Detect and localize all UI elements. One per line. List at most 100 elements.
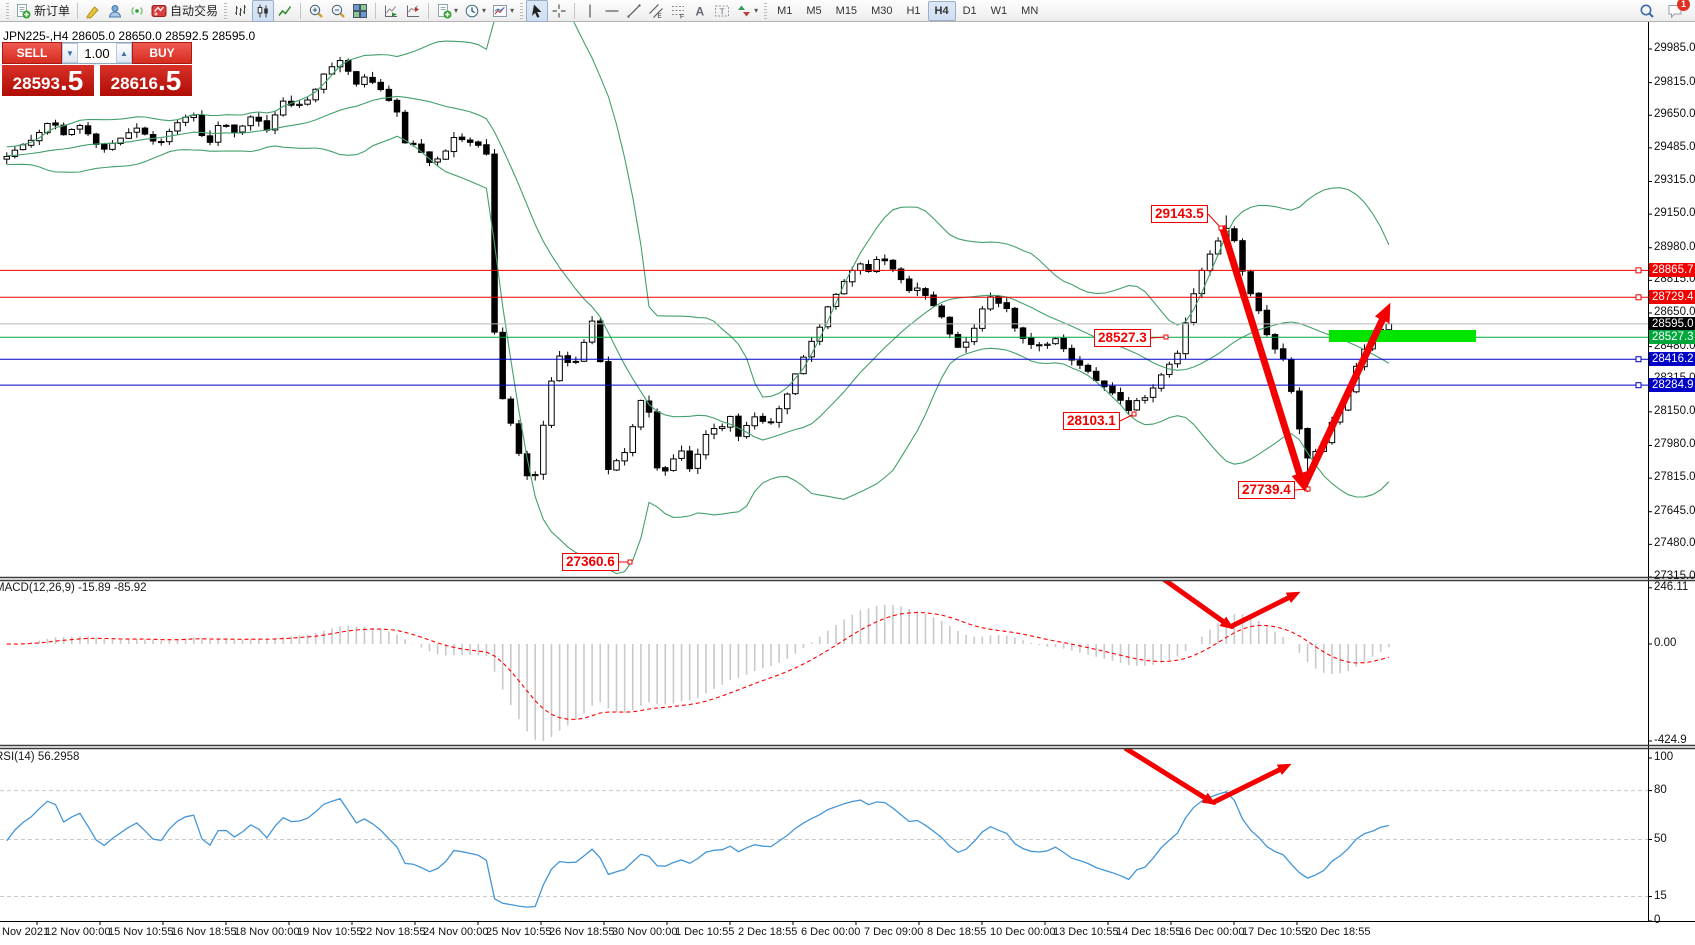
volume-input[interactable]: 1.00 xyxy=(84,45,110,61)
sell-button[interactable]: SELL xyxy=(2,42,62,64)
chart-shift-icon[interactable] xyxy=(402,0,424,22)
time-axis-label: 8 Dec 18:55 xyxy=(927,926,987,938)
crosshair-icon-glyph xyxy=(552,4,566,17)
trendline-icon[interactable] xyxy=(623,0,645,22)
periods-icon-dropdown[interactable]: ▾ xyxy=(482,6,487,15)
one-click-trading-panel: SELL ▼ 1.00 ▲ BUY 28593.5 28616.5 xyxy=(2,42,192,96)
buy-price[interactable]: 28616.5 xyxy=(100,65,192,96)
svg-text:A: A xyxy=(696,4,705,18)
price-axis-tick: 29985.0 xyxy=(1654,42,1695,54)
time-axis-label: 1 Dec 10:55 xyxy=(675,926,735,938)
bar-chart-icon-glyph xyxy=(235,4,247,16)
signals-icon[interactable] xyxy=(126,0,148,22)
new-chart-icon[interactable]: ▾ xyxy=(433,0,461,22)
chart-shift-icon-glyph xyxy=(407,5,420,17)
line-chart-icon-glyph xyxy=(278,5,292,16)
timeframe-d1-button[interactable]: D1 xyxy=(962,4,977,17)
timeframe-m1-button[interactable]: M1 xyxy=(777,4,793,17)
horizontal-line-icon-glyph xyxy=(605,9,619,12)
tile-windows-icon-glyph xyxy=(353,3,368,18)
price-line-label: 28865.7 xyxy=(1649,263,1695,278)
arrows-icon-glyph xyxy=(738,5,751,16)
zoom-out-icon-glyph xyxy=(331,4,345,18)
timeframe-h4-button[interactable]: H4 xyxy=(927,0,956,21)
chart-title: JPN225-,H4 28605.0 28650.0 28592.5 28595… xyxy=(3,29,256,43)
templates-icon-dropdown[interactable]: ▾ xyxy=(510,6,515,15)
rsi-axis-tick: 100 xyxy=(1654,751,1674,763)
time-axis-label: 16 Dec 00:00 xyxy=(1179,926,1245,938)
price-axis-tick: 27315.0 xyxy=(1654,569,1695,582)
profiles-icon[interactable] xyxy=(104,0,126,22)
price-annotation[interactable]: 27360.6 xyxy=(562,553,619,571)
price-annotation[interactable]: 29143.5 xyxy=(1151,205,1208,223)
rsi-axis-tick: 15 xyxy=(1654,889,1667,902)
bar-chart-icon[interactable] xyxy=(230,0,252,22)
buy-button[interactable]: BUY xyxy=(132,42,192,64)
vertical-line-icon-glyph xyxy=(589,4,591,17)
channel-icon[interactable]: E xyxy=(645,0,667,22)
text-icon[interactable]: A xyxy=(689,0,711,22)
new-chart-icon-dropdown[interactable]: ▾ xyxy=(454,6,459,15)
time-axis-label: 12 Nov 00:00 xyxy=(45,926,111,938)
auto-scroll-icon[interactable] xyxy=(380,0,402,22)
price-annotation[interactable]: 27739.4 xyxy=(1238,481,1295,499)
timeframe-mn-button[interactable]: MN xyxy=(1021,4,1039,17)
autotrade-glyph xyxy=(151,4,167,17)
volume-increase-button[interactable]: ▲ xyxy=(116,43,132,63)
candle-chart-icon-glyph xyxy=(257,4,268,17)
arrows-icon[interactable]: ▾ xyxy=(733,0,761,22)
time-axis-label: 25 Nov 10:55 xyxy=(486,926,552,938)
new-order-glyph xyxy=(17,3,31,18)
time-axis-label: 13 Dec 10:55 xyxy=(1053,926,1119,938)
new-order-button[interactable]: 新订单 xyxy=(12,0,73,22)
price-axis-tick: 29315.0 xyxy=(1654,174,1695,187)
price-annotation[interactable]: 28527.3 xyxy=(1094,329,1151,347)
rsi-label: RSI(14) 56.2958 xyxy=(0,751,80,763)
zoom-in-icon-glyph xyxy=(309,4,323,18)
crosshair-icon[interactable] xyxy=(548,0,570,22)
highlighter-icon-glyph xyxy=(86,5,99,19)
timeframe-w1-button[interactable]: W1 xyxy=(990,4,1008,17)
templates-icon[interactable]: ▾ xyxy=(489,0,517,22)
price-axis-tick: 29650.0 xyxy=(1654,108,1695,121)
macd-axis-tick: -424.9 xyxy=(1654,734,1687,746)
svg-text:F: F xyxy=(680,13,684,19)
timeframe-m30-button[interactable]: M30 xyxy=(871,4,893,17)
vertical-line-icon[interactable] xyxy=(579,0,601,22)
rsi-axis-tick: 80 xyxy=(1654,783,1667,796)
cursor-icon[interactable] xyxy=(526,0,549,22)
time-axis-label: 15 Nov 10:55 xyxy=(108,926,174,938)
autotrade-button-label: 自动交易 xyxy=(170,4,219,18)
label-icon[interactable]: T xyxy=(711,0,733,22)
timeframe-m5-button[interactable]: M5 xyxy=(806,4,822,17)
price-axis-tick: 27980.0 xyxy=(1654,438,1695,451)
chat-icon[interactable]: 1 xyxy=(1664,0,1690,22)
price-line-label: 28729.4 xyxy=(1649,290,1695,305)
periods-icon[interactable]: ▾ xyxy=(461,0,489,22)
fibonacci-icon[interactable]: F xyxy=(667,0,689,22)
autotrade-button[interactable]: 自动交易 xyxy=(148,0,221,22)
sell-price[interactable]: 28593.5 xyxy=(2,65,94,96)
candle-chart-icon[interactable] xyxy=(252,0,275,22)
zoom-in-icon[interactable] xyxy=(305,0,327,22)
price-annotation[interactable]: 28103.1 xyxy=(1063,412,1120,430)
templates-icon-glyph xyxy=(493,4,508,17)
profiles-icon-glyph xyxy=(108,4,122,17)
tile-windows-icon[interactable] xyxy=(349,0,371,22)
horizontal-line-icon[interactable] xyxy=(601,0,623,22)
arrows-icon-dropdown[interactable]: ▾ xyxy=(754,6,759,15)
price-axis-tick: 28150.0 xyxy=(1654,404,1695,417)
macd-axis-tick: 246.11 xyxy=(1654,580,1689,593)
timeframe-m15-button[interactable]: M15 xyxy=(835,4,858,17)
volume-decrease-button[interactable]: ▼ xyxy=(62,43,78,63)
fibonacci-icon-glyph: F xyxy=(672,5,685,19)
search-icon[interactable] xyxy=(1636,0,1658,22)
time-axis-label: 26 Nov 18:55 xyxy=(549,926,615,938)
timeframe-h1-button[interactable]: H1 xyxy=(906,4,921,17)
zoom-out-icon[interactable] xyxy=(327,0,349,22)
time-axis-label: 7 Dec 09:00 xyxy=(864,926,924,938)
new-order-button-label: 新订单 xyxy=(34,4,71,18)
line-chart-icon[interactable] xyxy=(274,0,296,22)
highlighter-icon[interactable] xyxy=(82,0,104,22)
